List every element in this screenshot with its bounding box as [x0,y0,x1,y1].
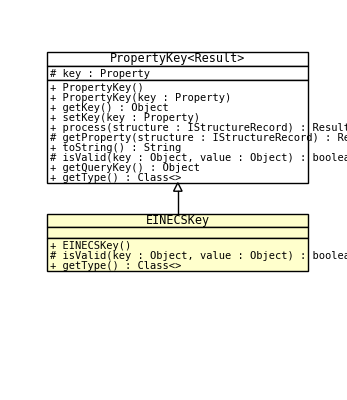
Text: # key : Property: # key : Property [50,69,150,79]
Text: # getProperty(structure : IStructureRecord) : Result: # getProperty(structure : IStructureReco… [50,133,347,143]
Text: PropertyKey<Result>: PropertyKey<Result> [110,52,246,65]
Text: + setKey(key : Property): + setKey(key : Property) [50,113,200,123]
Text: + getType() : Class<>: + getType() : Class<> [50,173,181,183]
Text: + PropertyKey(key : Property): + PropertyKey(key : Property) [50,93,231,103]
Text: + getKey() : Object: + getKey() : Object [50,103,169,113]
FancyBboxPatch shape [47,214,308,228]
FancyBboxPatch shape [47,228,308,238]
Text: + EINECSKey(): + EINECSKey() [50,241,132,251]
Text: + getType() : Class<>: + getType() : Class<> [50,261,181,271]
Text: + PropertyKey(): + PropertyKey() [50,83,144,93]
FancyBboxPatch shape [47,66,308,80]
Text: + toString() : String: + toString() : String [50,143,181,153]
Text: + process(structure : IStructureRecord) : Result: + process(structure : IStructureRecord) … [50,123,347,133]
FancyBboxPatch shape [47,52,308,66]
Text: + getQueryKey() : Object: + getQueryKey() : Object [50,163,200,173]
FancyBboxPatch shape [47,238,308,271]
Text: # isValid(key : Object, value : Object) : boolean: # isValid(key : Object, value : Object) … [50,251,347,261]
Text: EINECSKey: EINECSKey [146,214,210,227]
FancyBboxPatch shape [47,80,308,183]
Text: # isValid(key : Object, value : Object) : boolean: # isValid(key : Object, value : Object) … [50,153,347,163]
